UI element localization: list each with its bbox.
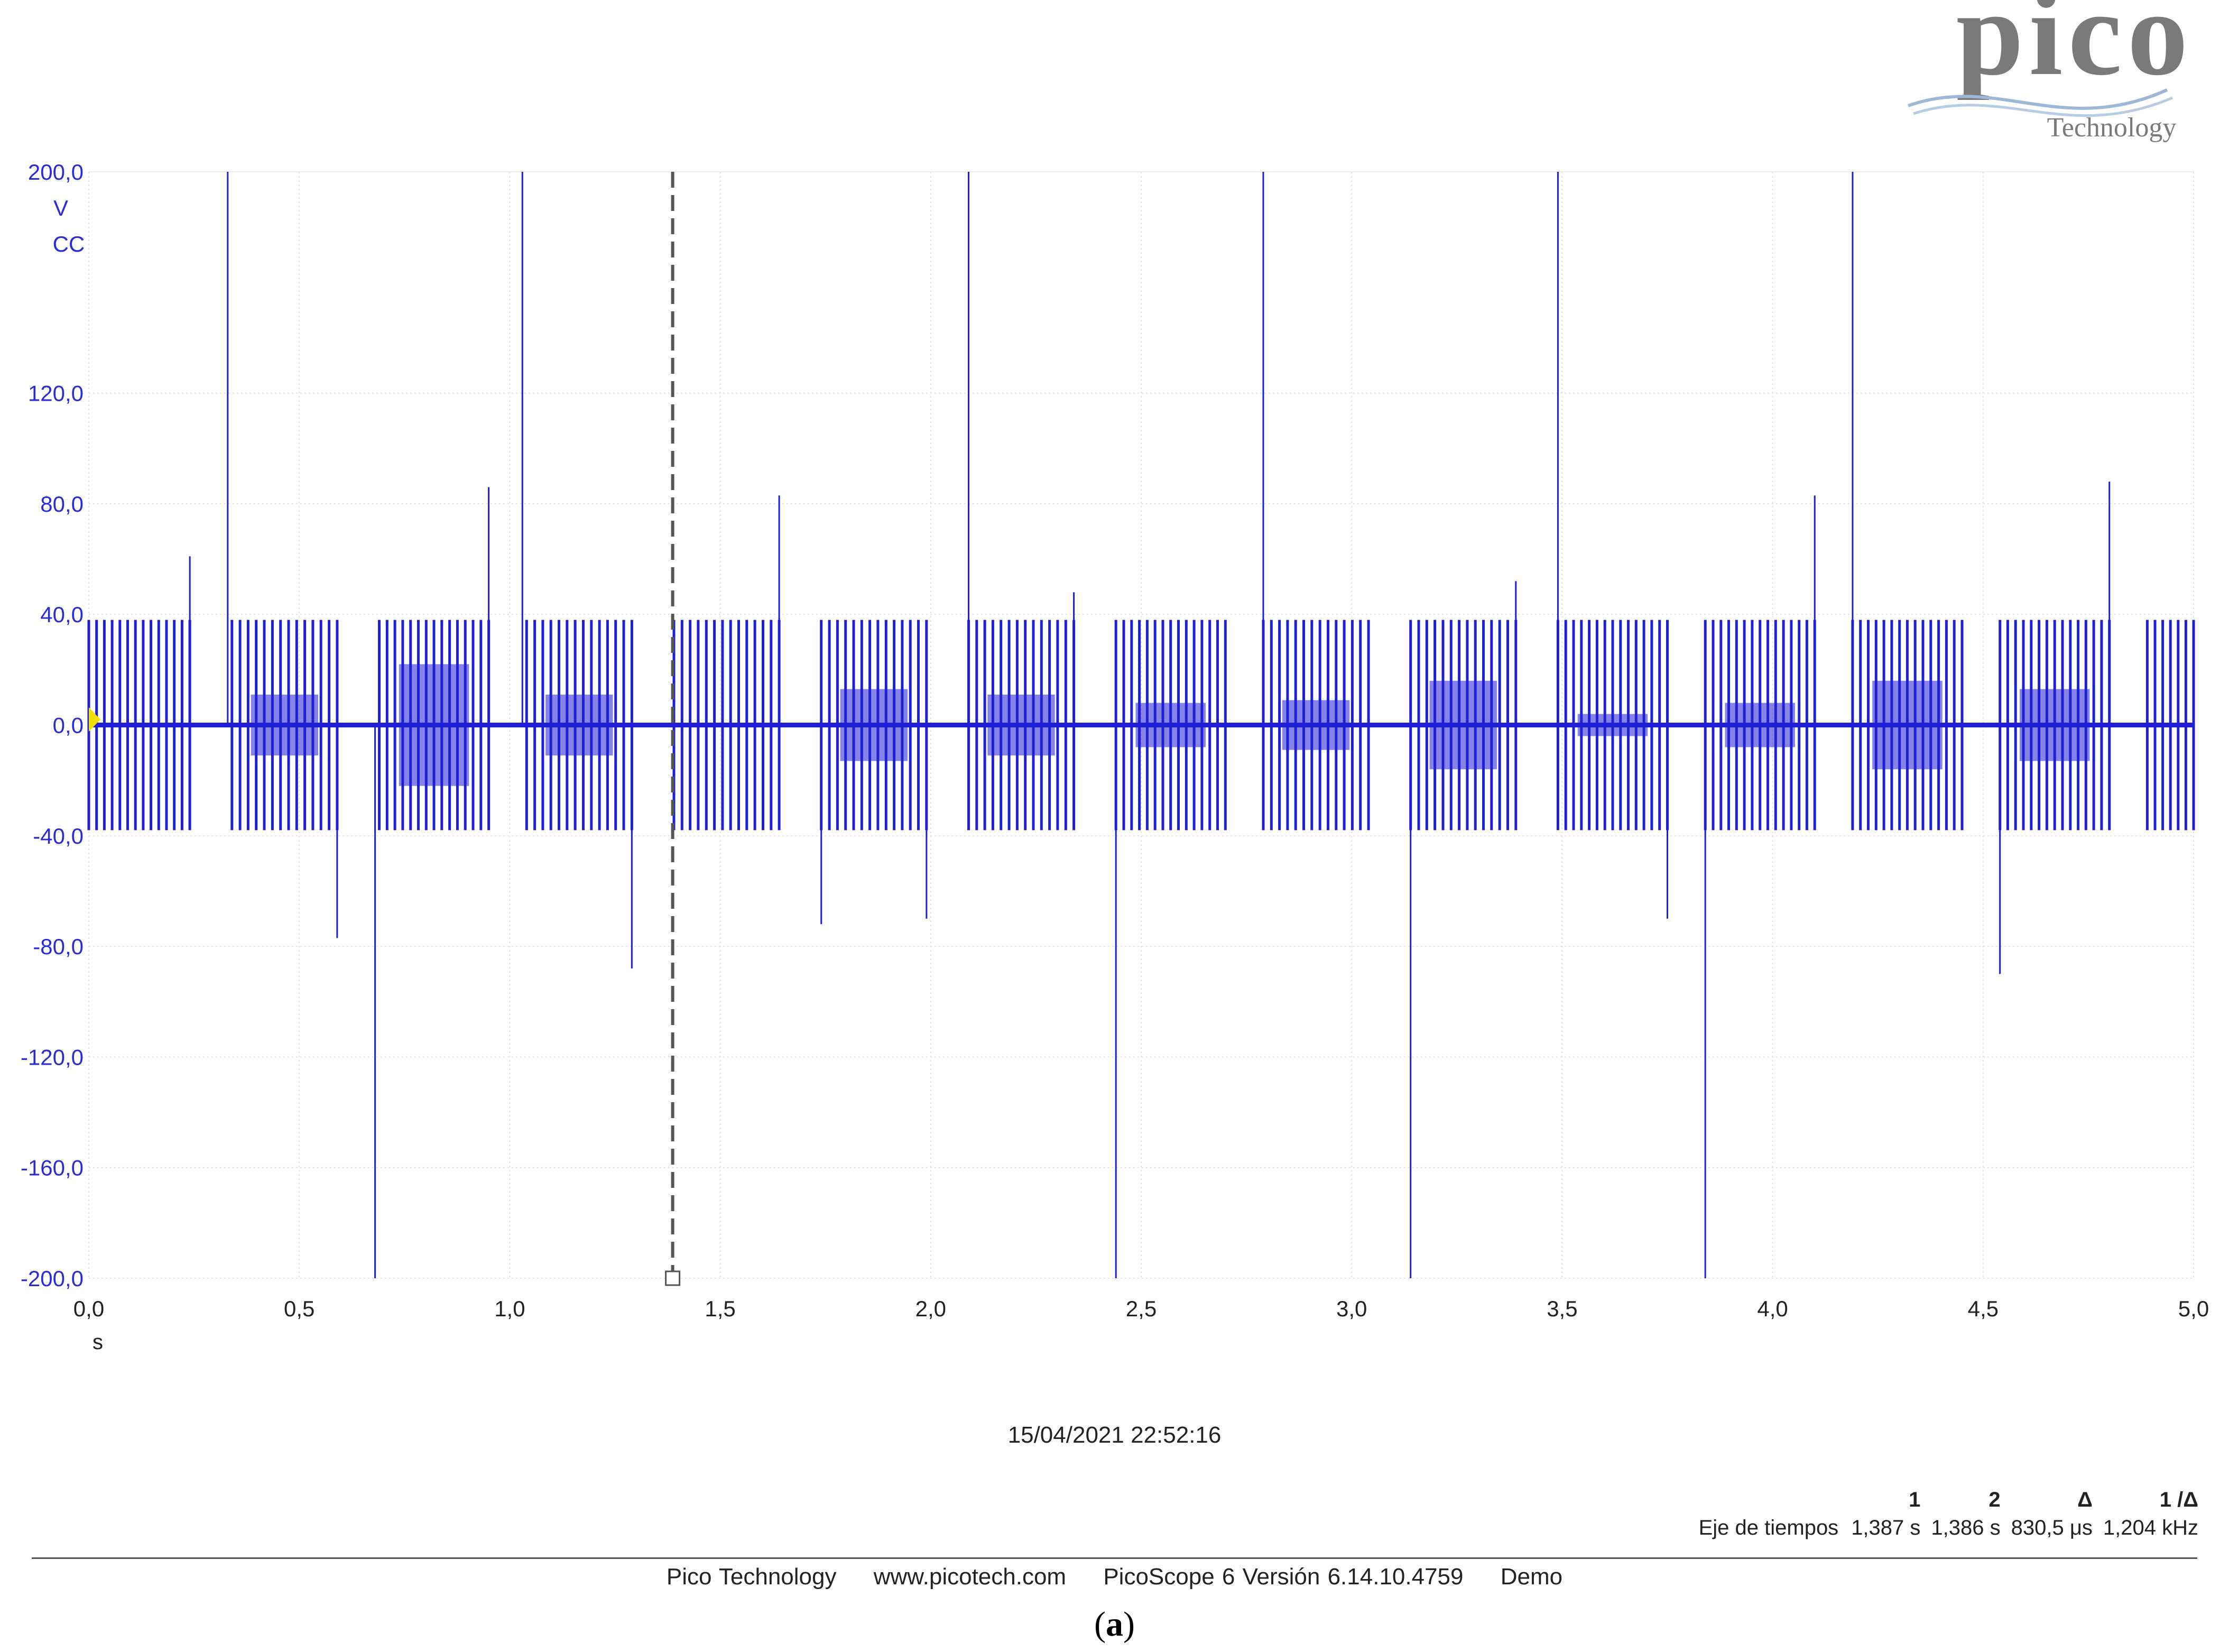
burst-inner-band [2019, 689, 2090, 761]
waveform-series [87, 172, 2195, 1278]
burst-inner-band [1577, 714, 1648, 736]
logo-brand: pico [1956, 0, 2194, 100]
figure-caption: (a) [0, 1604, 2229, 1645]
burst-inner-band [840, 689, 908, 761]
x-tick-label: 4,0 [1757, 1296, 1788, 1321]
waveform-burst-13 [1999, 620, 2111, 830]
caption-open: ( [1094, 1605, 1106, 1644]
x-tick-label: 3,5 [1547, 1296, 1577, 1321]
cursor-value-2: 1,386 s [1931, 1516, 2001, 1539]
y-tick-label: 40,0 [40, 602, 84, 627]
cursor-handle [665, 1270, 681, 1286]
waveform-burst-1 [230, 620, 339, 830]
burst-inner-band [1725, 703, 1795, 747]
y-axis-ticks: 200,0 120,0 80,0 40,0 0,0 -40,0 -80,0 -120,0 -16… [21, 160, 84, 1291]
waveform-burst-3 [525, 620, 633, 830]
burst-inner-band [399, 664, 469, 786]
waveform-burst-12 [1851, 620, 1964, 830]
cursor-header-2: 2 [1988, 1488, 2001, 1511]
waveform-burst-5 [820, 620, 928, 830]
trigger-marker [89, 707, 100, 732]
x-tick-label: 4,5 [1968, 1296, 1999, 1321]
caption-label: a [1106, 1605, 1123, 1644]
cursor-table-spacer [1694, 1488, 1846, 1516]
x-tick-label: 5,0 [2178, 1296, 2209, 1321]
burst-inner-band [251, 694, 319, 756]
y-tick-label: -80,0 [33, 934, 84, 959]
cursor-row-label: Eje de tiempos [1698, 1516, 1839, 1539]
logo-wave-2 [1913, 96, 2173, 117]
x-axis-ticks: 0,0 0,5 1,0 1,5 2,0 2,5 3,0 3,5 4,0 4,5 5,0 [73, 1296, 2209, 1321]
y-tick-label: -120,0 [21, 1045, 84, 1069]
time-cursor[interactable] [665, 172, 681, 1286]
cursor-value-delta: 830,5 μs [2011, 1516, 2093, 1539]
footer: Pico Technology www.picotech.com PicoSco… [0, 1564, 2229, 1590]
y-tick-label: 0,0 [53, 713, 84, 738]
y-axis-unit: V [53, 196, 68, 220]
cursor-header-inverse-delta: 1 /Δ [2159, 1488, 2198, 1511]
footer-mode: Demo [1500, 1564, 1563, 1590]
footer-url[interactable]: www.picotech.com [873, 1564, 1067, 1590]
footer-version: PicoScope 6 Versión 6.14.10.4759 [1103, 1564, 1464, 1590]
y-tick-label: -200,0 [21, 1266, 84, 1291]
y-axis-coupling: CC [53, 232, 85, 256]
caption-close: ) [1123, 1605, 1135, 1644]
y-tick-label: 120,0 [28, 381, 84, 406]
y-tick-label: -40,0 [33, 824, 84, 848]
burst-inner-band [1282, 700, 1350, 750]
y-tick-label: -160,0 [21, 1156, 84, 1180]
burst-inner-band [1872, 680, 1943, 770]
y-tick-label: 200,0 [28, 160, 84, 184]
cursor-header-delta: Δ [2077, 1488, 2093, 1511]
capture-timestamp: 15/04/2021 22:52:16 [1007, 1422, 1222, 1448]
x-tick-label: 2,0 [915, 1296, 946, 1321]
y-tick-label: 80,0 [40, 492, 84, 516]
x-tick-label: 1,5 [705, 1296, 735, 1321]
cursor-value-inverse-delta: 1,204 kHz [2103, 1516, 2198, 1539]
footer-divider [32, 1557, 2197, 1559]
x-tick-label: 1,0 [494, 1296, 525, 1321]
pico-logo: pico Technology [1908, 0, 2194, 143]
waveform-burst-8 [1262, 620, 1370, 830]
waveform-burst-6 [967, 620, 1076, 830]
cursor-value-1: 1,387 s [1851, 1516, 1921, 1539]
cursor-measurements: 1 2 Δ 1 /Δ Eje de tiempos 1,387 s 1,386 … [1694, 1488, 2204, 1540]
x-tick-label: 3,0 [1336, 1296, 1367, 1321]
x-tick-label: 2,5 [1126, 1296, 1157, 1321]
waveform-burst-11 [1704, 620, 1816, 830]
burst-pulses [672, 620, 781, 830]
waveform-burst-10 [1556, 620, 1669, 830]
chart-grid [88, 171, 2194, 1279]
waveform-burst-4 [672, 620, 781, 830]
burst-inner-band [545, 694, 613, 756]
waveform-burst-2 [378, 620, 491, 830]
burst-inner-band [1135, 703, 1206, 747]
waveform-burst-7 [1114, 620, 1227, 830]
cursor-header-1: 1 [1909, 1488, 1921, 1511]
burst-inner-band [1429, 680, 1497, 770]
logo-wave [1908, 88, 2168, 110]
waveform-burst-14 [2145, 620, 2195, 830]
burst-inner-band [987, 694, 1055, 756]
burst-pulses [2145, 620, 2195, 830]
x-axis-unit: s [93, 1331, 103, 1354]
x-tick-label: 0,5 [284, 1296, 315, 1321]
waveform-burst-9 [1409, 620, 1518, 830]
footer-company: Pico Technology [666, 1564, 837, 1590]
logo-sub: Technology [2047, 113, 2177, 143]
x-tick-label: 0,0 [73, 1296, 104, 1321]
